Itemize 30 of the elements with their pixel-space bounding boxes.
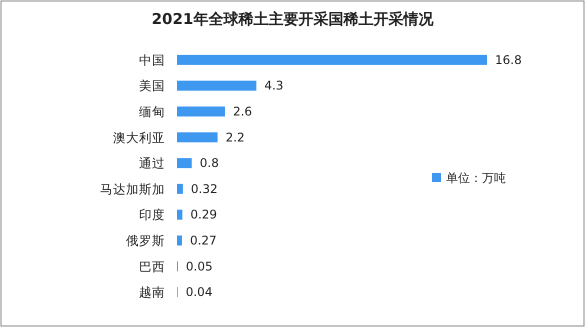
data-label: 0.8 — [200, 156, 219, 170]
bar — [177, 132, 218, 142]
bar — [177, 210, 182, 220]
legend-label: 单位：万吨 — [446, 171, 506, 185]
data-label: 0.29 — [190, 208, 218, 222]
y-tick-label: 缅甸 — [139, 104, 165, 119]
data-label: 2.2 — [226, 130, 245, 144]
y-tick-label: 通过 — [139, 156, 165, 171]
y-tick-label: 越南 — [139, 284, 165, 300]
data-label: 16.8 — [495, 52, 522, 67]
data-label: 2.6 — [232, 104, 252, 118]
y-tick-label: 美国 — [139, 78, 165, 94]
data-label: 0.32 — [190, 182, 218, 196]
data-label: 0.04 — [186, 285, 212, 300]
bar — [177, 54, 487, 65]
chart-title: 2021年全球稀土主要开采国稀土开采情况 — [152, 10, 434, 28]
data-label: 0.27 — [190, 234, 217, 248]
data-label: 4.3 — [264, 78, 284, 93]
y-tick-label: 马达加斯加 — [100, 181, 165, 196]
y-tick-label: 印度 — [139, 207, 165, 222]
bar — [177, 106, 225, 116]
y-tick-label: 中国 — [139, 52, 165, 68]
bar — [177, 184, 183, 194]
y-tick-label: 俄罗斯 — [126, 233, 165, 248]
bar — [177, 236, 182, 246]
bar — [177, 80, 256, 91]
y-tick-label: 澳大利亚 — [113, 130, 165, 145]
bar — [177, 158, 192, 168]
data-label: 0.05 — [186, 259, 213, 274]
y-tick-label: 巴西 — [139, 258, 165, 274]
